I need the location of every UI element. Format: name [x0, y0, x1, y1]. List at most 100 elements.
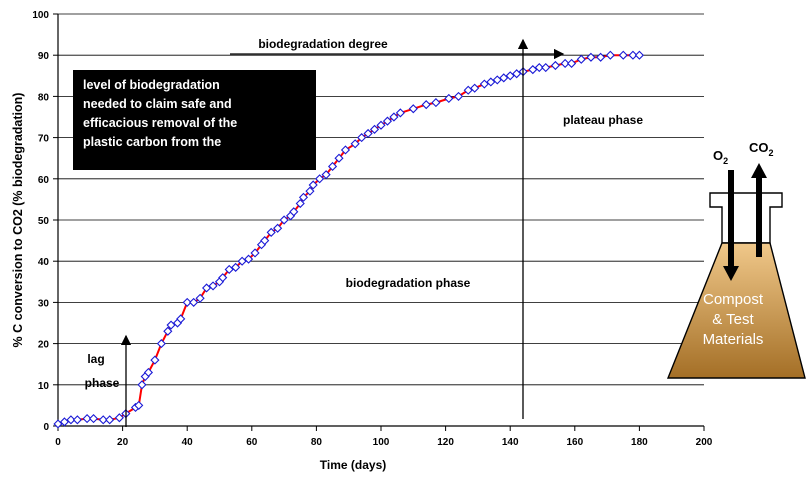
o2-arrowhead	[723, 266, 739, 281]
data-point	[305, 186, 315, 196]
data-point	[250, 248, 260, 258]
y-tick-label: 70	[38, 134, 50, 145]
data-point	[408, 104, 418, 114]
x-tick-label: 200	[696, 437, 713, 448]
data-point	[634, 50, 644, 60]
biodegradation-phase-label: biodegradation phase	[346, 276, 471, 290]
data-point	[72, 415, 82, 425]
data-point	[340, 145, 351, 155]
data-point	[59, 417, 70, 427]
data-point	[334, 153, 344, 163]
x-tick-label: 180	[631, 437, 648, 448]
data-point	[137, 380, 147, 390]
data-point	[566, 58, 577, 69]
data-point	[576, 54, 586, 64]
data-point	[243, 254, 254, 264]
data-point	[528, 65, 538, 75]
flask-text-line-2: & Test	[712, 311, 754, 328]
note-line-4: plastic carbon from the	[83, 135, 222, 149]
plateau-phase-label: plateau phase	[563, 113, 643, 127]
data-point	[231, 262, 241, 272]
x-tick-label: 160	[566, 437, 583, 448]
note-line-3: efficacious removal of the	[83, 116, 238, 130]
flask-contents-label: Compost & Test Materials	[668, 290, 798, 350]
data-point	[463, 85, 473, 95]
co2-label: CO2	[749, 140, 774, 158]
x-tick-label: 140	[502, 437, 519, 448]
flask-text-line-1: Compost	[702, 291, 764, 308]
x-tick-label: 80	[311, 437, 323, 448]
data-point	[321, 170, 331, 180]
data-point	[189, 297, 199, 307]
data-point	[273, 223, 283, 233]
data-point	[363, 128, 373, 139]
data-point	[586, 52, 596, 62]
data-point	[512, 69, 522, 79]
data-point	[505, 71, 515, 81]
data-point	[453, 91, 464, 101]
data-point	[237, 256, 247, 266]
data-point	[541, 62, 551, 73]
data-point	[279, 215, 289, 225]
x-tick-label: 40	[182, 437, 194, 448]
compost-flask-illustration: O2 CO2	[666, 140, 806, 379]
data-point	[208, 281, 218, 291]
data-point	[395, 108, 405, 118]
y-axis-title: % C conversion to CO2 (% biodegradation)	[11, 93, 25, 348]
note-line-2: needed to claim safe and	[83, 97, 232, 111]
data-point	[166, 320, 176, 330]
data-point	[596, 52, 606, 62]
data-point	[444, 93, 454, 104]
y-tick-label: 90	[38, 51, 50, 62]
data-point	[560, 58, 570, 69]
data-point	[105, 415, 115, 425]
x-tick-label: 0	[55, 437, 61, 448]
data-point	[134, 400, 144, 410]
data-point	[289, 207, 299, 217]
y-tick-label: 50	[38, 216, 50, 227]
data-point	[114, 413, 124, 423]
flask-text-line-3: Materials	[702, 331, 764, 348]
data-point	[218, 273, 228, 283]
data-point	[421, 100, 431, 110]
data-point	[82, 414, 92, 424]
y-tick-label: 100	[32, 10, 49, 21]
note-line-1: level of biodegradation	[83, 78, 220, 92]
data-point	[605, 50, 615, 60]
x-tick-label: 120	[437, 437, 454, 448]
data-point	[176, 314, 186, 324]
data-point	[156, 339, 166, 349]
data-point	[550, 60, 560, 71]
x-axis-title: Time (days)	[320, 458, 386, 472]
y-tick-label: 0	[43, 422, 49, 433]
data-point	[382, 116, 393, 126]
y-tick-label: 30	[38, 298, 50, 309]
data-point	[298, 192, 309, 202]
data-point	[479, 79, 489, 89]
o2-label: O2	[713, 148, 728, 166]
series-markers	[53, 50, 644, 429]
x-axis-ticks: 0 20 40 60 80 100 120 140 160 180 200	[55, 426, 713, 448]
data-point	[315, 174, 325, 184]
data-point	[492, 75, 502, 85]
x-tick-label: 100	[373, 437, 390, 448]
flask-body	[666, 242, 806, 379]
lag-label-line2: phase	[85, 376, 120, 390]
data-point	[534, 62, 544, 73]
data-point	[618, 50, 628, 60]
data-point	[628, 50, 638, 60]
data-point	[195, 293, 205, 303]
data-point	[350, 139, 360, 149]
y-tick-label: 80	[38, 92, 50, 103]
y-tick-label: 10	[38, 381, 50, 392]
data-point	[163, 326, 173, 336]
biodegradation-degree-label: biodegradation degree	[258, 37, 388, 51]
data-point	[98, 415, 108, 425]
data-point	[224, 264, 234, 275]
data-point	[486, 77, 496, 87]
data-point	[88, 414, 99, 424]
data-point	[308, 180, 318, 190]
y-tick-label: 60	[38, 175, 50, 186]
data-point	[431, 98, 441, 108]
